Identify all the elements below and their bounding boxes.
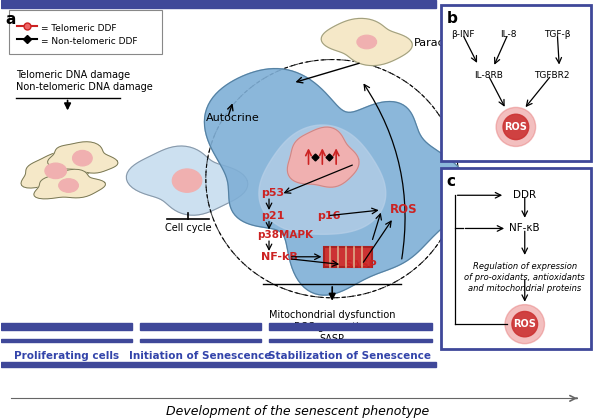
Text: ROS generation: ROS generation (294, 322, 371, 332)
Polygon shape (34, 169, 106, 199)
Bar (1, 323, 132, 330)
Ellipse shape (172, 169, 202, 192)
Text: Telomeric DNA damage: Telomeric DNA damage (16, 70, 130, 80)
Bar (10, 10, 163, 54)
Text: ROS: ROS (505, 122, 527, 132)
Text: IL-8: IL-8 (500, 30, 516, 39)
Bar (1, 339, 132, 342)
Polygon shape (21, 152, 94, 188)
Polygon shape (47, 142, 118, 173)
Text: b: b (447, 11, 458, 26)
Text: IL-8RB: IL-8RB (474, 71, 503, 80)
Circle shape (503, 114, 529, 140)
Circle shape (505, 305, 545, 344)
Text: p38MAPK: p38MAPK (257, 230, 313, 240)
Text: Mitochondrial dysfunction: Mitochondrial dysfunction (269, 310, 395, 321)
Ellipse shape (73, 150, 92, 166)
Text: = Telomeric DDF: = Telomeric DDF (41, 24, 116, 34)
Polygon shape (287, 127, 359, 187)
Text: Paracrine: Paracrine (414, 38, 467, 48)
Text: Initiation of Senescence: Initiation of Senescence (128, 352, 271, 362)
Text: c: c (447, 174, 456, 189)
Text: = Non-telomeric DDF: = Non-telomeric DDF (41, 37, 137, 46)
Text: DDR: DDR (513, 190, 536, 200)
Bar (1, 362, 436, 367)
Text: NF-κB: NF-κB (509, 223, 540, 233)
Text: β-INF: β-INF (451, 30, 474, 39)
Text: SASP: SASP (320, 334, 345, 344)
Polygon shape (205, 69, 468, 295)
Text: TGF-β: TGF-β (544, 30, 571, 39)
Text: Stabilization of Senescence: Stabilization of Senescence (268, 352, 431, 362)
Text: SASP: SASP (344, 260, 377, 269)
Text: ROS: ROS (389, 203, 417, 216)
Circle shape (512, 311, 538, 337)
Polygon shape (259, 125, 386, 234)
Bar (325, 247, 372, 266)
Text: Autocrine: Autocrine (206, 113, 260, 123)
Ellipse shape (45, 163, 67, 178)
Text: Non-telomeric DNA damage: Non-telomeric DNA damage (16, 82, 153, 92)
Bar (441, 168, 591, 349)
Text: TGFBR2: TGFBR2 (533, 71, 569, 80)
Circle shape (496, 107, 536, 147)
Text: Regulation of expression
of pro-oxidants, antioxidants
and mitochondrial protein: Regulation of expression of pro-oxidants… (464, 262, 585, 293)
Bar (140, 323, 261, 330)
Ellipse shape (59, 178, 79, 192)
Bar (269, 339, 432, 342)
Text: p53: p53 (261, 188, 284, 198)
Text: Proliferating cells: Proliferating cells (14, 352, 119, 362)
Text: Development of the senescent phenotype: Development of the senescent phenotype (166, 405, 429, 418)
Bar (269, 323, 432, 330)
Text: NF-kB: NF-kB (261, 252, 298, 262)
Text: p16: p16 (317, 211, 341, 221)
Text: a: a (5, 12, 16, 27)
Polygon shape (321, 18, 412, 66)
Bar (441, 5, 591, 161)
Polygon shape (127, 146, 248, 215)
Text: ROS: ROS (514, 319, 536, 329)
Text: Cell cycle: Cell cycle (165, 222, 211, 233)
Bar (1, 0, 436, 8)
Text: p21: p21 (261, 211, 284, 221)
Ellipse shape (357, 35, 377, 49)
Bar (140, 339, 261, 342)
